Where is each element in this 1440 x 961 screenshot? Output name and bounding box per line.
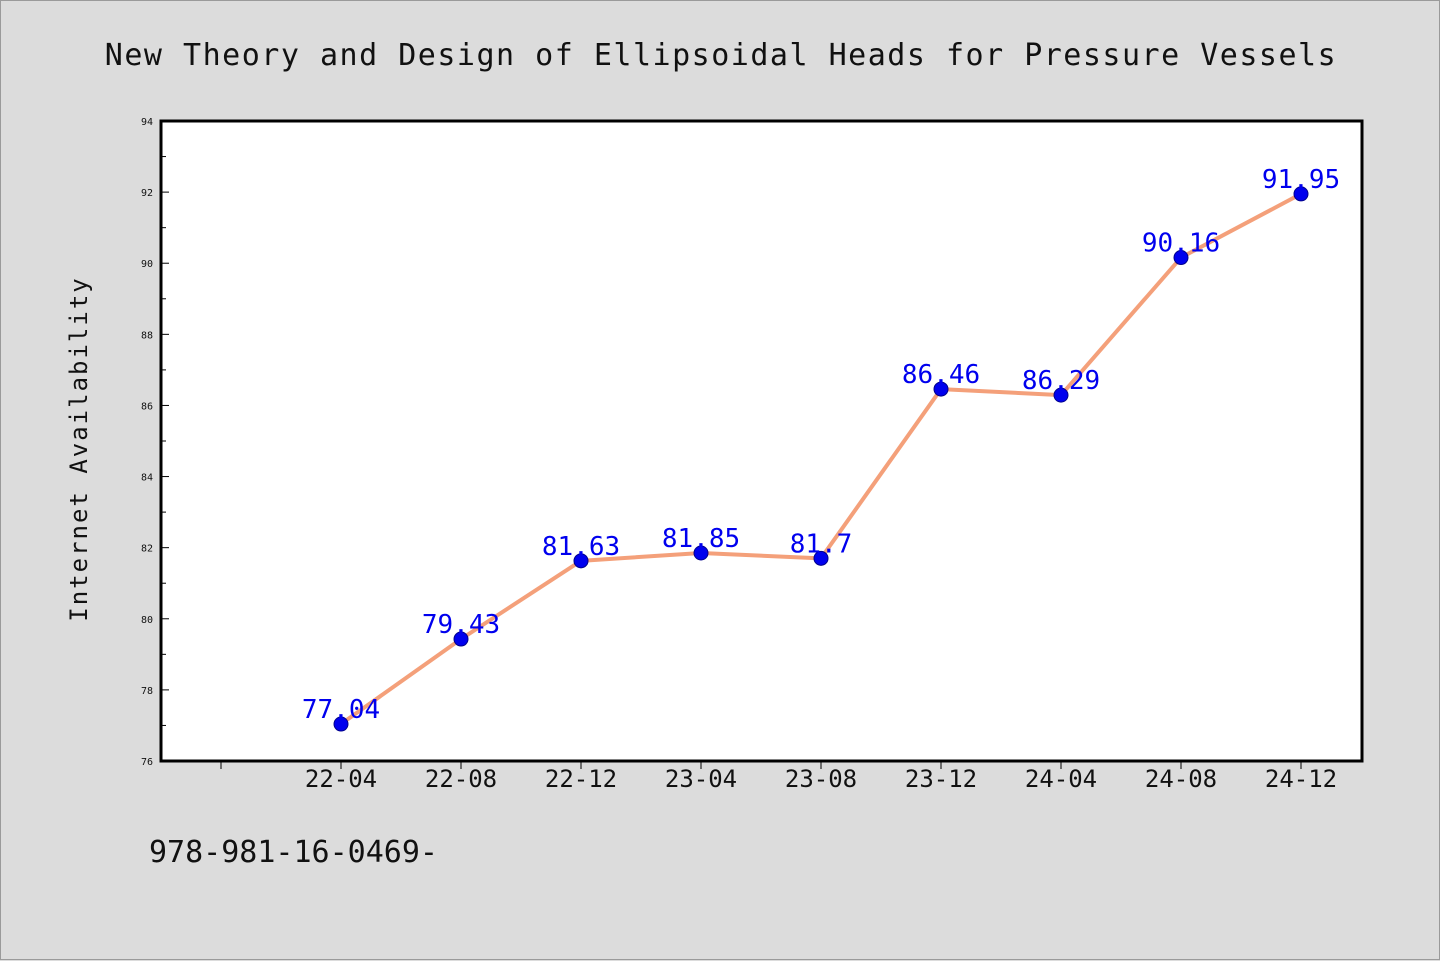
data-label: 86.29 (1022, 366, 1100, 396)
y-tick-label: 88 (141, 330, 153, 341)
data-label: 81.85 (662, 524, 740, 554)
data-label: 91.95 (1262, 165, 1340, 195)
x-tick-label: 24-04 (1025, 765, 1097, 793)
data-point (1053, 387, 1069, 403)
data-point (453, 631, 469, 647)
x-tick-label: 23-12 (905, 765, 977, 793)
y-tick-label: 84 (141, 473, 153, 484)
y-axis: 76 78 80 82 84 86 88 90 92 94 (141, 117, 169, 768)
x-tick-label: 22-08 (425, 765, 497, 793)
x-axis: 22-04 22-08 22-12 23-04 23-08 23-12 24-04 24-08… (220, 761, 1337, 793)
y-tick-label: 78 (141, 686, 153, 697)
data-point (1293, 186, 1309, 202)
data-point (333, 716, 349, 732)
y-tick-label: 82 (141, 544, 153, 555)
y-axis-label: Internet Availability (65, 276, 93, 621)
data-label: 81.63 (542, 532, 620, 562)
x-tick-label: 23-04 (665, 765, 737, 793)
data-point (933, 381, 949, 397)
x-tick-label: 22-04 (305, 765, 377, 793)
y-tick-label: 90 (141, 259, 153, 270)
y-tick-label: 86 (141, 401, 153, 412)
data-point (573, 553, 589, 569)
data-point (813, 550, 829, 566)
data-labels: 77.04 79.43 81.63 81.85 81.7 86.46 86.29 90.16 9… (302, 165, 1340, 725)
series-markers (333, 186, 1309, 732)
x-tick-label: 24-08 (1145, 765, 1217, 793)
y-tick-label: 92 (141, 188, 153, 199)
x-tick-label: 24-12 (1265, 765, 1337, 793)
plot-area (159, 119, 1364, 763)
data-label: 79.43 (422, 610, 500, 640)
y-tick-label: 76 (141, 757, 153, 768)
data-point (693, 545, 709, 561)
x-tick-label: 22-12 (545, 765, 617, 793)
y-tick-label: 80 (141, 615, 153, 626)
data-label: 77.04 (302, 695, 380, 725)
data-label: 90.16 (1142, 229, 1220, 259)
isbn-text: 978-981-16-0469- (149, 835, 438, 870)
x-tick-label: 23-08 (785, 765, 857, 793)
data-point (1173, 250, 1189, 266)
data-label: 81.7 (790, 529, 853, 559)
chart-title: New Theory and Design of Ellipsoidal Hea… (105, 38, 1337, 73)
data-label: 86.46 (902, 360, 980, 390)
y-tick-label: 94 (141, 117, 153, 128)
